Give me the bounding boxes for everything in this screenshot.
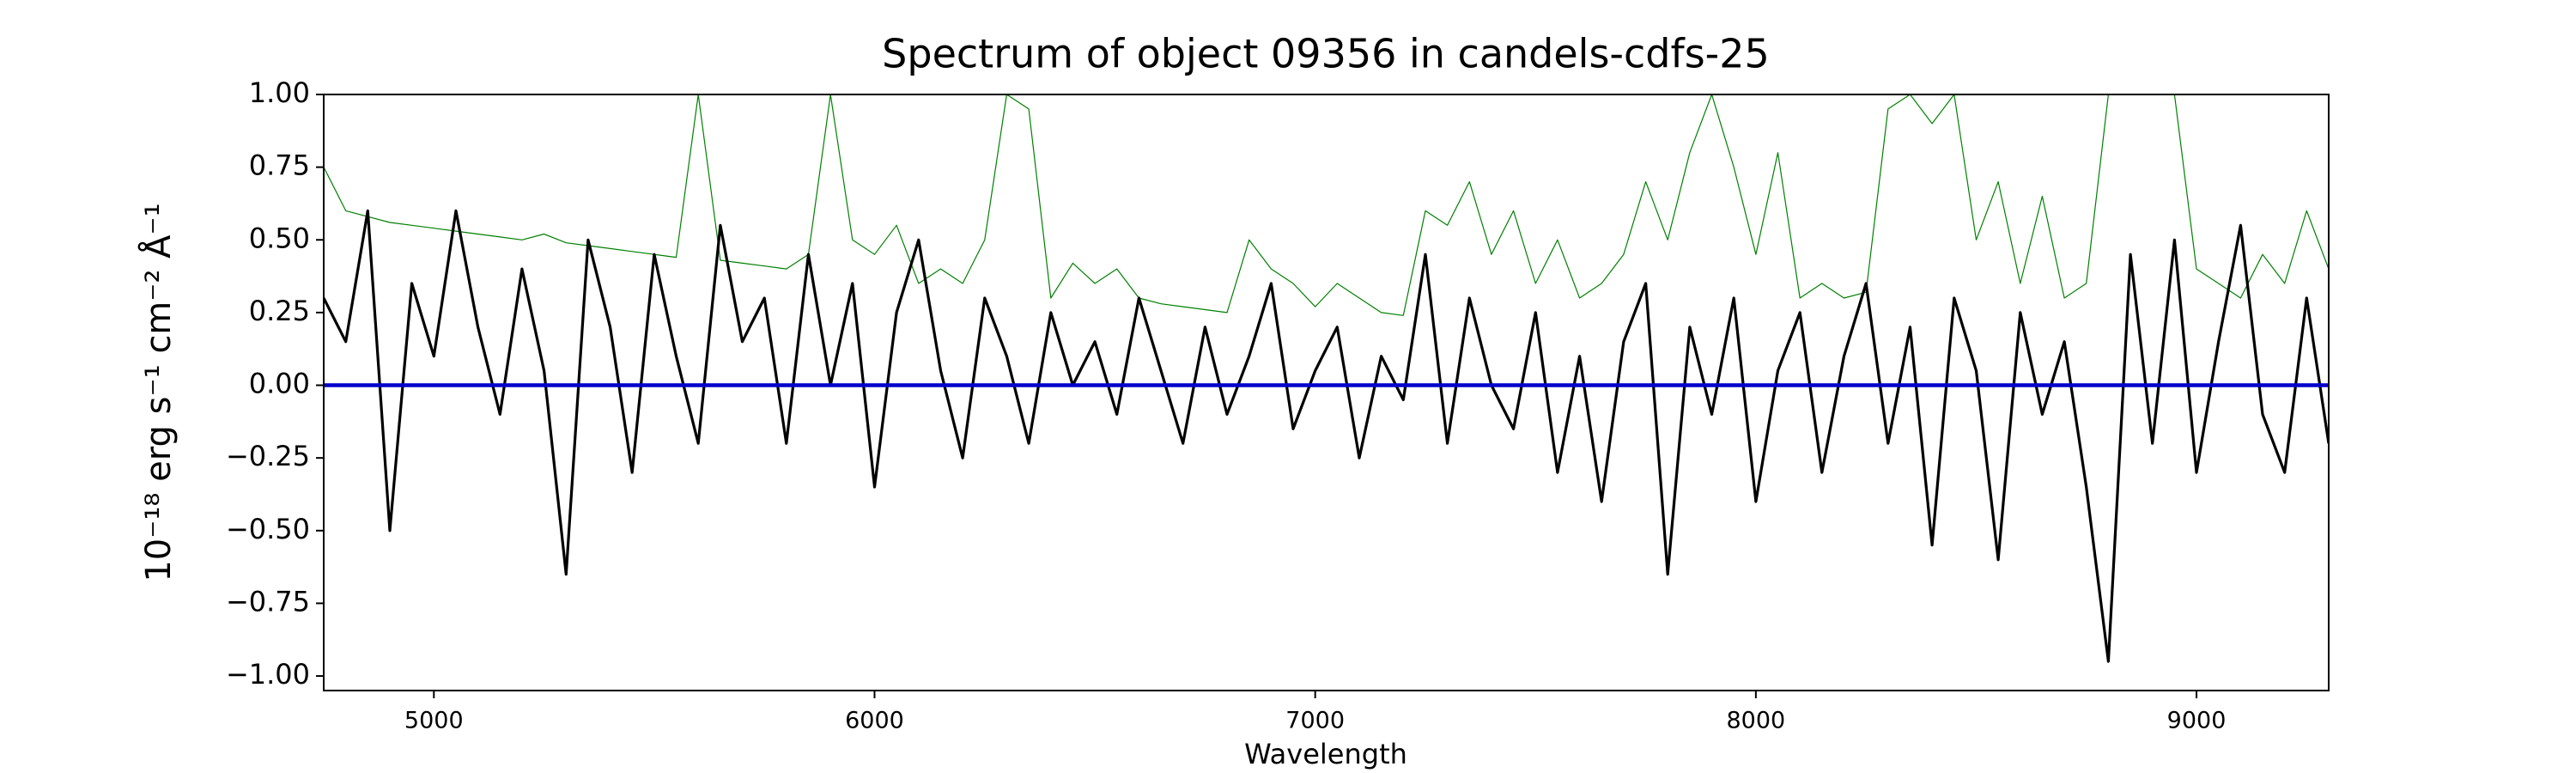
- y-tick-label: −0.50: [226, 513, 310, 545]
- x-tick-label: 7000: [1285, 708, 1345, 734]
- y-tick-label: −1.00: [226, 658, 310, 691]
- x-tick-label: 9000: [2167, 708, 2227, 734]
- x-axis-label: Wavelength: [1244, 738, 1407, 770]
- x-tick-label: 5000: [404, 708, 464, 734]
- chart-title: Spectrum of object 09356 in candels-cdfs…: [882, 31, 1770, 77]
- x-tick-label: 6000: [845, 708, 904, 734]
- spectrum-line: [324, 209, 2329, 663]
- y-tick-label: 1.00: [249, 76, 310, 109]
- y-tick-label: 0.50: [249, 222, 310, 254]
- y-axis-label: 10⁻¹⁸ erg s⁻¹ cm⁻² Å⁻¹: [137, 203, 179, 581]
- y-tick-label: 0.75: [249, 149, 310, 182]
- y-tick-label: 0.25: [249, 295, 310, 327]
- plot-area: [324, 94, 2329, 663]
- y-tick-label: −0.75: [226, 585, 310, 618]
- y-tick-label: −0.25: [226, 440, 310, 472]
- spectrum-line: [324, 94, 2329, 316]
- x-tick-label: 8000: [1726, 708, 1785, 734]
- axes-frame: [323, 94, 2330, 691]
- y-tick-label: 0.00: [249, 368, 310, 400]
